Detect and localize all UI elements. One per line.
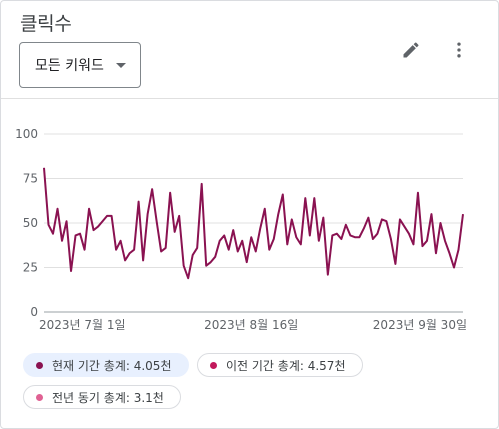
legend-label: 이전 기간 총계: 4.57천 xyxy=(226,358,346,373)
card-title: 클릭수 xyxy=(20,13,72,35)
keyword-filter-dropdown[interactable]: 모든 키워드 xyxy=(19,42,141,88)
legend-dot-icon xyxy=(36,361,43,369)
y-tick-label: 75 xyxy=(23,172,38,186)
series-line xyxy=(43,167,464,280)
y-tick-label: 50 xyxy=(23,216,38,230)
legend-label: 전년 동기 총계: 3.1천 xyxy=(52,390,164,405)
more-vert-icon xyxy=(457,42,461,58)
x-tick-label: 2023년 7월 1일 xyxy=(39,318,126,332)
y-axis-ticks: 0 25 50 75 100 xyxy=(15,127,38,319)
legend-chip-previous-period[interactable]: 이전 기간 총계: 4.57천 xyxy=(197,353,363,377)
arrow-drop-down-icon xyxy=(116,63,126,68)
header-divider xyxy=(1,98,498,99)
edit-button[interactable] xyxy=(397,36,425,64)
legend-dot-icon xyxy=(36,393,43,401)
x-axis-ticks: 2023년 7월 1일 2023년 8월 16일 2023년 9월 30일 xyxy=(39,318,467,332)
x-tick-label: 2023년 8월 16일 xyxy=(204,318,298,332)
legend-chip-current-period[interactable]: 현재 기간 총계: 4.05천 xyxy=(23,353,189,377)
chart-series xyxy=(43,167,464,280)
x-tick-label: 2023년 9월 30일 xyxy=(373,318,467,332)
legend-label: 현재 기간 총계: 4.05천 xyxy=(52,358,172,373)
legend-chip-year-over-year[interactable]: 전년 동기 총계: 3.1천 xyxy=(23,385,181,409)
pencil-icon xyxy=(403,42,419,58)
more-options-button[interactable] xyxy=(445,36,473,64)
y-tick-label: 0 xyxy=(30,305,38,319)
keyword-filter-label: 모든 키워드 xyxy=(35,58,104,74)
chart-grid xyxy=(44,133,463,313)
y-tick-label: 25 xyxy=(23,261,38,275)
legend-dot-icon xyxy=(210,361,217,369)
y-tick-label: 100 xyxy=(15,127,38,141)
